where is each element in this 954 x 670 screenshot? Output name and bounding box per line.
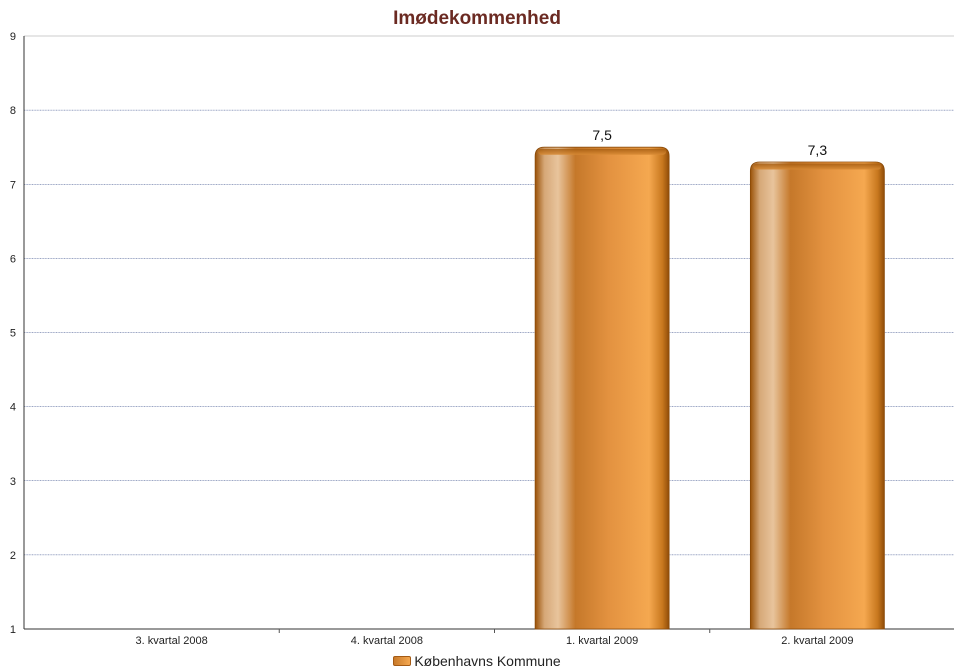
legend: Københavns Kommune [0,653,954,669]
x-tick-label: 1. kvartal 2009 [566,635,638,647]
bar [749,161,885,630]
bar-cap [538,148,667,155]
legend-swatch [393,656,412,667]
x-tick-label: 2. kvartal 2009 [781,635,853,647]
data-label: 7,5 [592,127,612,143]
y-tick-label: 4 [10,402,16,414]
bar [534,146,670,630]
data-label: 7,3 [808,142,828,158]
y-tick-label: 2 [10,550,16,562]
legend-label: Københavns Kommune [414,653,561,669]
x-tick-label: 4. kvartal 2008 [351,635,423,647]
bar-cap [753,163,882,170]
y-tick-label: 3 [10,476,16,488]
labels: 1 2 3 4 5 6 7 8 9 3. kvartal 2008 4. kvartal 2008 1… [10,31,854,647]
chart-title: Imødekommenhed [393,8,561,29]
y-tick-label: 1 [10,624,16,636]
x-tick-label: 3. kvartal 2008 [136,635,208,647]
bars [534,146,885,630]
y-tick-label: 6 [10,253,16,265]
y-tick-label: 8 [10,105,16,117]
y-tick-label: 7 [10,179,16,191]
y-tick-label: 5 [10,328,16,340]
y-tick-label: 9 [10,31,16,43]
